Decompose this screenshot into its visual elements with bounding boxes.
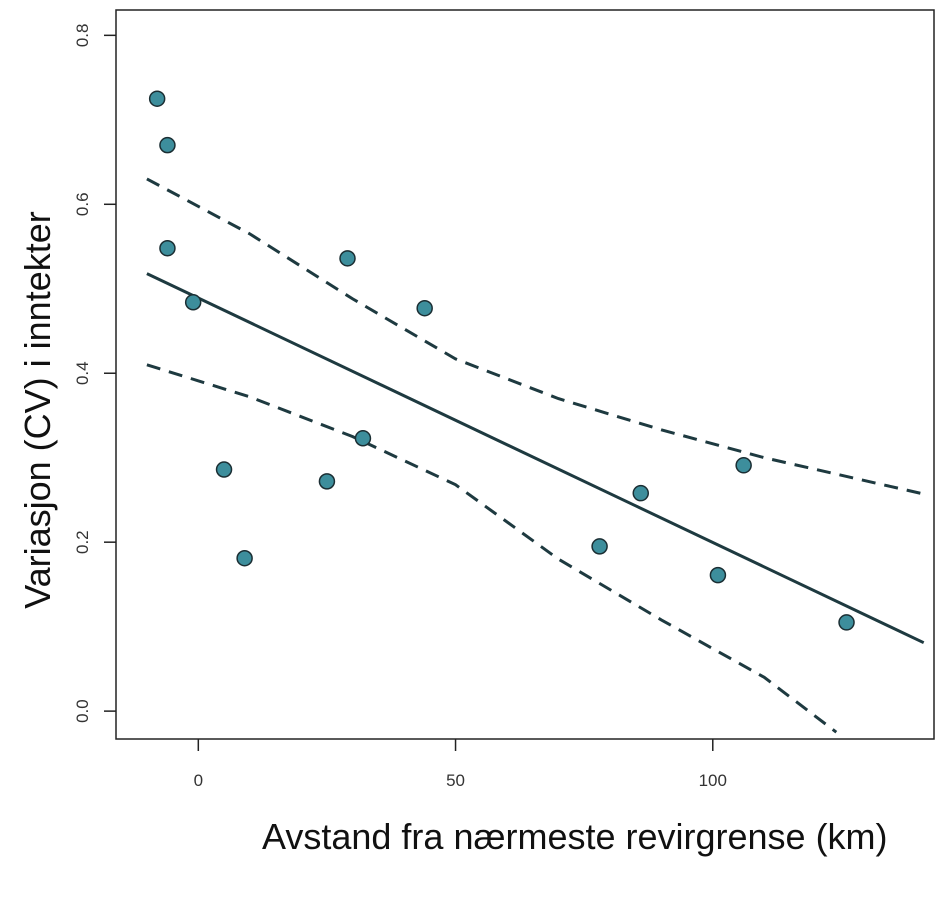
data-point	[709, 566, 727, 584]
regression-line	[146, 272, 925, 645]
y-tick-label: 0.6	[73, 192, 92, 216]
data-point	[318, 473, 336, 490]
data-point	[148, 90, 166, 107]
y-tick-label: 0.8	[73, 24, 92, 48]
regression-lines	[146, 177, 925, 734]
y-tick-label: 0.2	[73, 530, 92, 554]
data-point	[354, 430, 372, 447]
x-axis: 0 50 100	[194, 739, 727, 790]
x-tick-label: 100	[699, 771, 727, 790]
x-tick-label: 0	[194, 771, 203, 790]
x-axis-label: Avstand fra nærmeste revirgrense (km)	[262, 816, 888, 857]
y-axis: 0.0 0.2 0.4 0.6 0.8	[73, 24, 116, 723]
data-point	[339, 250, 356, 267]
y-axis-label: Variasjon (CV) i inntekter	[17, 211, 58, 608]
confidence-band-line	[146, 177, 925, 496]
data-point	[735, 457, 752, 474]
plot-frame	[115, 9, 935, 740]
y-tick-label: 0.0	[73, 699, 92, 723]
y-tick-label: 0.4	[73, 361, 92, 385]
data-point	[838, 614, 855, 631]
data-points	[148, 90, 855, 631]
data-point	[236, 549, 253, 567]
data-point	[591, 538, 608, 555]
data-point	[416, 299, 433, 317]
data-point	[159, 136, 176, 154]
data-point	[632, 484, 650, 502]
confidence-band-line	[146, 363, 838, 734]
data-point	[159, 239, 176, 257]
data-point	[215, 461, 233, 478]
data-point	[184, 294, 202, 311]
x-tick-label: 50	[446, 771, 465, 790]
